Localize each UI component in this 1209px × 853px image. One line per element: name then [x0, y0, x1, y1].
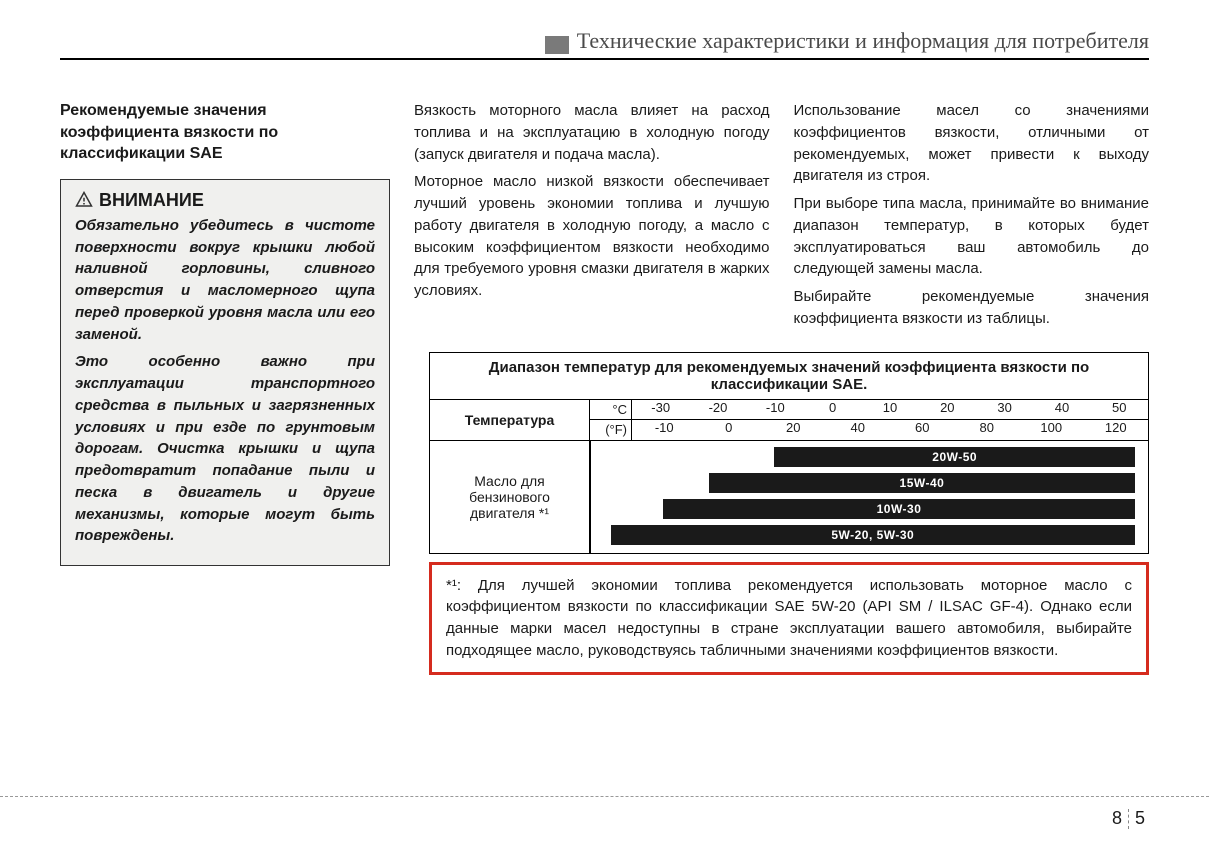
tick-c: -10	[747, 400, 804, 419]
section-heading: Рекомендуемые значения коэффициента вязк…	[60, 100, 390, 165]
oil-label-2: бензинового	[469, 489, 550, 505]
tick-c: 40	[1033, 400, 1090, 419]
content-columns: Рекомендуемые значения коэффициента вязк…	[60, 100, 1149, 675]
ticks-celsius: -30-20-1001020304050	[632, 400, 1148, 420]
header: Технические характеристики и информация …	[60, 28, 1149, 60]
page: Технические характеристики и информация …	[0, 0, 1209, 853]
notice-title-row: ВНИМАНИЕ	[75, 190, 375, 211]
warning-icon	[75, 191, 93, 209]
unit-f: (°F)	[590, 420, 631, 440]
ticks-fahrenheit: -10020406080100120	[632, 420, 1148, 440]
tick-c: 20	[919, 400, 976, 419]
chart-temperature-row: Температура °C (°F) -30-20-1001020304050…	[430, 400, 1148, 441]
left-column: Рекомендуемые значения коэффициента вязк…	[60, 100, 390, 675]
notice-p1: Обязательно убедитесь в чистоте поверхно…	[75, 215, 375, 346]
notice-body: Обязательно убедитесь в чистоте поверхно…	[75, 215, 375, 547]
tick-c: -30	[632, 400, 689, 419]
tick-f: -10	[632, 420, 697, 440]
body-right-p3: Выбирайте рекомендуемые значения коэффиц…	[794, 286, 1150, 330]
right-block: Вязкость моторного масла влияет на расхо…	[414, 100, 1149, 675]
bottom-divider	[0, 796, 1209, 797]
notice-box: ВНИМАНИЕ Обязательно убедитесь в чистоте…	[60, 179, 390, 566]
oil-label-3: двигателя *¹	[470, 505, 549, 521]
bars-area: 20W-50 15W-40 10W-30 5W-20, 5W-30	[590, 441, 1148, 553]
tick-f: 0	[697, 420, 762, 440]
body-right-p1: Использование масел со значениями коэффи…	[794, 100, 1150, 187]
notice-title: ВНИМАНИЕ	[99, 190, 204, 211]
tick-f: 120	[1084, 420, 1149, 440]
body-mid-p2: Моторное масло низкой вязкости обеспечив…	[414, 171, 770, 302]
notice-p2: Это особенно важно при эксплуатации тран…	[75, 351, 375, 547]
body-mid-p1: Вязкость моторного масла влияет на расхо…	[414, 100, 770, 165]
header-accent	[545, 36, 569, 54]
page-number-left: 8	[1112, 808, 1122, 829]
scale-area: -30-20-1001020304050 -10020406080100120	[632, 400, 1148, 440]
body-text-columns: Вязкость моторного масла влияет на расхо…	[414, 100, 1149, 336]
header-title: Технические характеристики и информация …	[577, 28, 1149, 54]
oil-bar: 20W-50	[774, 447, 1134, 467]
units-column: °C (°F)	[590, 400, 632, 440]
tick-c: -20	[689, 400, 746, 419]
oil-bar: 5W-20, 5W-30	[611, 525, 1135, 545]
chart-oil-row: Масло для бензинового двигателя *¹ 20W-5…	[430, 441, 1148, 553]
oil-label-1: Масло для	[474, 473, 545, 489]
chart-title: Диапазон температур для рекомендуемых зн…	[430, 353, 1148, 400]
oil-row-header: Масло для бензинового двигателя *¹	[430, 441, 590, 553]
footnote-text: Для лучшей экономии топлива рекомендуетс…	[446, 577, 1132, 659]
page-number-divider	[1128, 809, 1129, 829]
body-col-middle: Вязкость моторного масла влияет на расхо…	[414, 100, 770, 336]
tick-c: 0	[804, 400, 861, 419]
oil-bar: 15W-40	[709, 473, 1135, 493]
viscosity-chart: Диапазон температур для рекомендуемых зн…	[429, 352, 1149, 554]
tick-f: 100	[1019, 420, 1084, 440]
page-number-right: 5	[1135, 808, 1145, 829]
temp-row-header: Температура	[430, 400, 590, 440]
page-number: 8 5	[1112, 808, 1145, 829]
tick-c: 10	[861, 400, 918, 419]
body-col-right: Использование масел со значениями коэффи…	[794, 100, 1150, 336]
tick-f: 80	[955, 420, 1020, 440]
tick-c: 30	[976, 400, 1033, 419]
tick-f: 20	[761, 420, 826, 440]
oil-bar: 10W-30	[663, 499, 1135, 519]
unit-c: °C	[590, 400, 631, 420]
footnote-box: *¹: Для лучшей экономии топлива рекоменд…	[429, 562, 1149, 675]
footnote-marker: *¹:	[446, 577, 461, 594]
body-right-p2: При выборе типа масла, принимайте во вни…	[794, 193, 1150, 280]
tick-f: 40	[826, 420, 891, 440]
tick-f: 60	[890, 420, 955, 440]
tick-c: 50	[1091, 400, 1148, 419]
